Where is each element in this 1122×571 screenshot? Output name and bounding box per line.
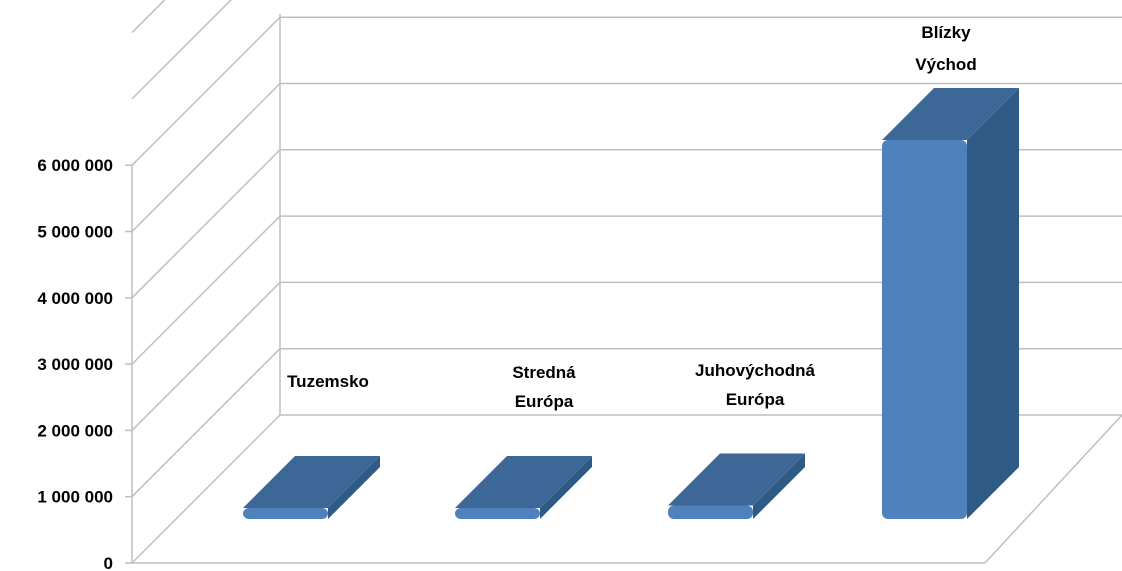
category-label: Juhovýchodná (695, 361, 816, 380)
y-tick-label: 0 (104, 554, 113, 571)
bar-side-face (328, 456, 380, 519)
y-tick-label: 3 000 000 (37, 355, 113, 374)
y-tick-label: 6 000 000 (37, 156, 113, 175)
bar-front-face (243, 508, 328, 519)
floor-right-edge (984, 414, 1122, 564)
category-labels: Tuzemsko Stredná Európa Juhovýchodná Európa B… (287, 23, 977, 411)
y-axis-ticks: 0 1 000 000 2 000 000 3 000 000 4 000 000 5 0… (37, 156, 132, 571)
category-label: Stredná (512, 363, 576, 382)
bar-top-face (243, 456, 380, 508)
y-tick-label: 5 000 000 (37, 223, 113, 242)
y-tick-label: 2 000 000 (37, 421, 113, 440)
bars (243, 88, 1019, 519)
bar-2 (668, 453, 805, 519)
y-tick-label: 4 000 000 (37, 289, 113, 308)
gridline-wall (131, 0, 166, 34)
bar-3 (882, 88, 1019, 519)
bar-side-face (540, 456, 592, 519)
gridline-wall (131, 0, 232, 100)
gridline-wall (131, 414, 281, 564)
category-label: Východ (915, 55, 976, 74)
bar-0 (243, 456, 380, 519)
bar-top-face (455, 456, 592, 508)
category-label: Blízky (921, 23, 971, 42)
category-label: Európa (515, 392, 574, 411)
gridline-wall (131, 281, 281, 431)
category-label: Tuzemsko (287, 372, 369, 391)
bar-front-face (455, 508, 540, 519)
bar-top-face (668, 453, 805, 506)
bar-side-face (753, 453, 805, 519)
gridline-wall (131, 16, 281, 166)
bar-side-face (967, 88, 1019, 519)
bar-top-face (882, 88, 1019, 140)
gridline-wall (131, 82, 281, 233)
category-label: Európa (726, 390, 785, 409)
bar-1 (455, 456, 592, 519)
gridline-wall (131, 215, 281, 365)
gridline-wall (131, 348, 281, 498)
bar-front-face (882, 140, 967, 519)
y-tick-label: 1 000 000 (37, 488, 113, 507)
gridline-wall (131, 149, 281, 299)
bar-front-face (668, 505, 753, 519)
